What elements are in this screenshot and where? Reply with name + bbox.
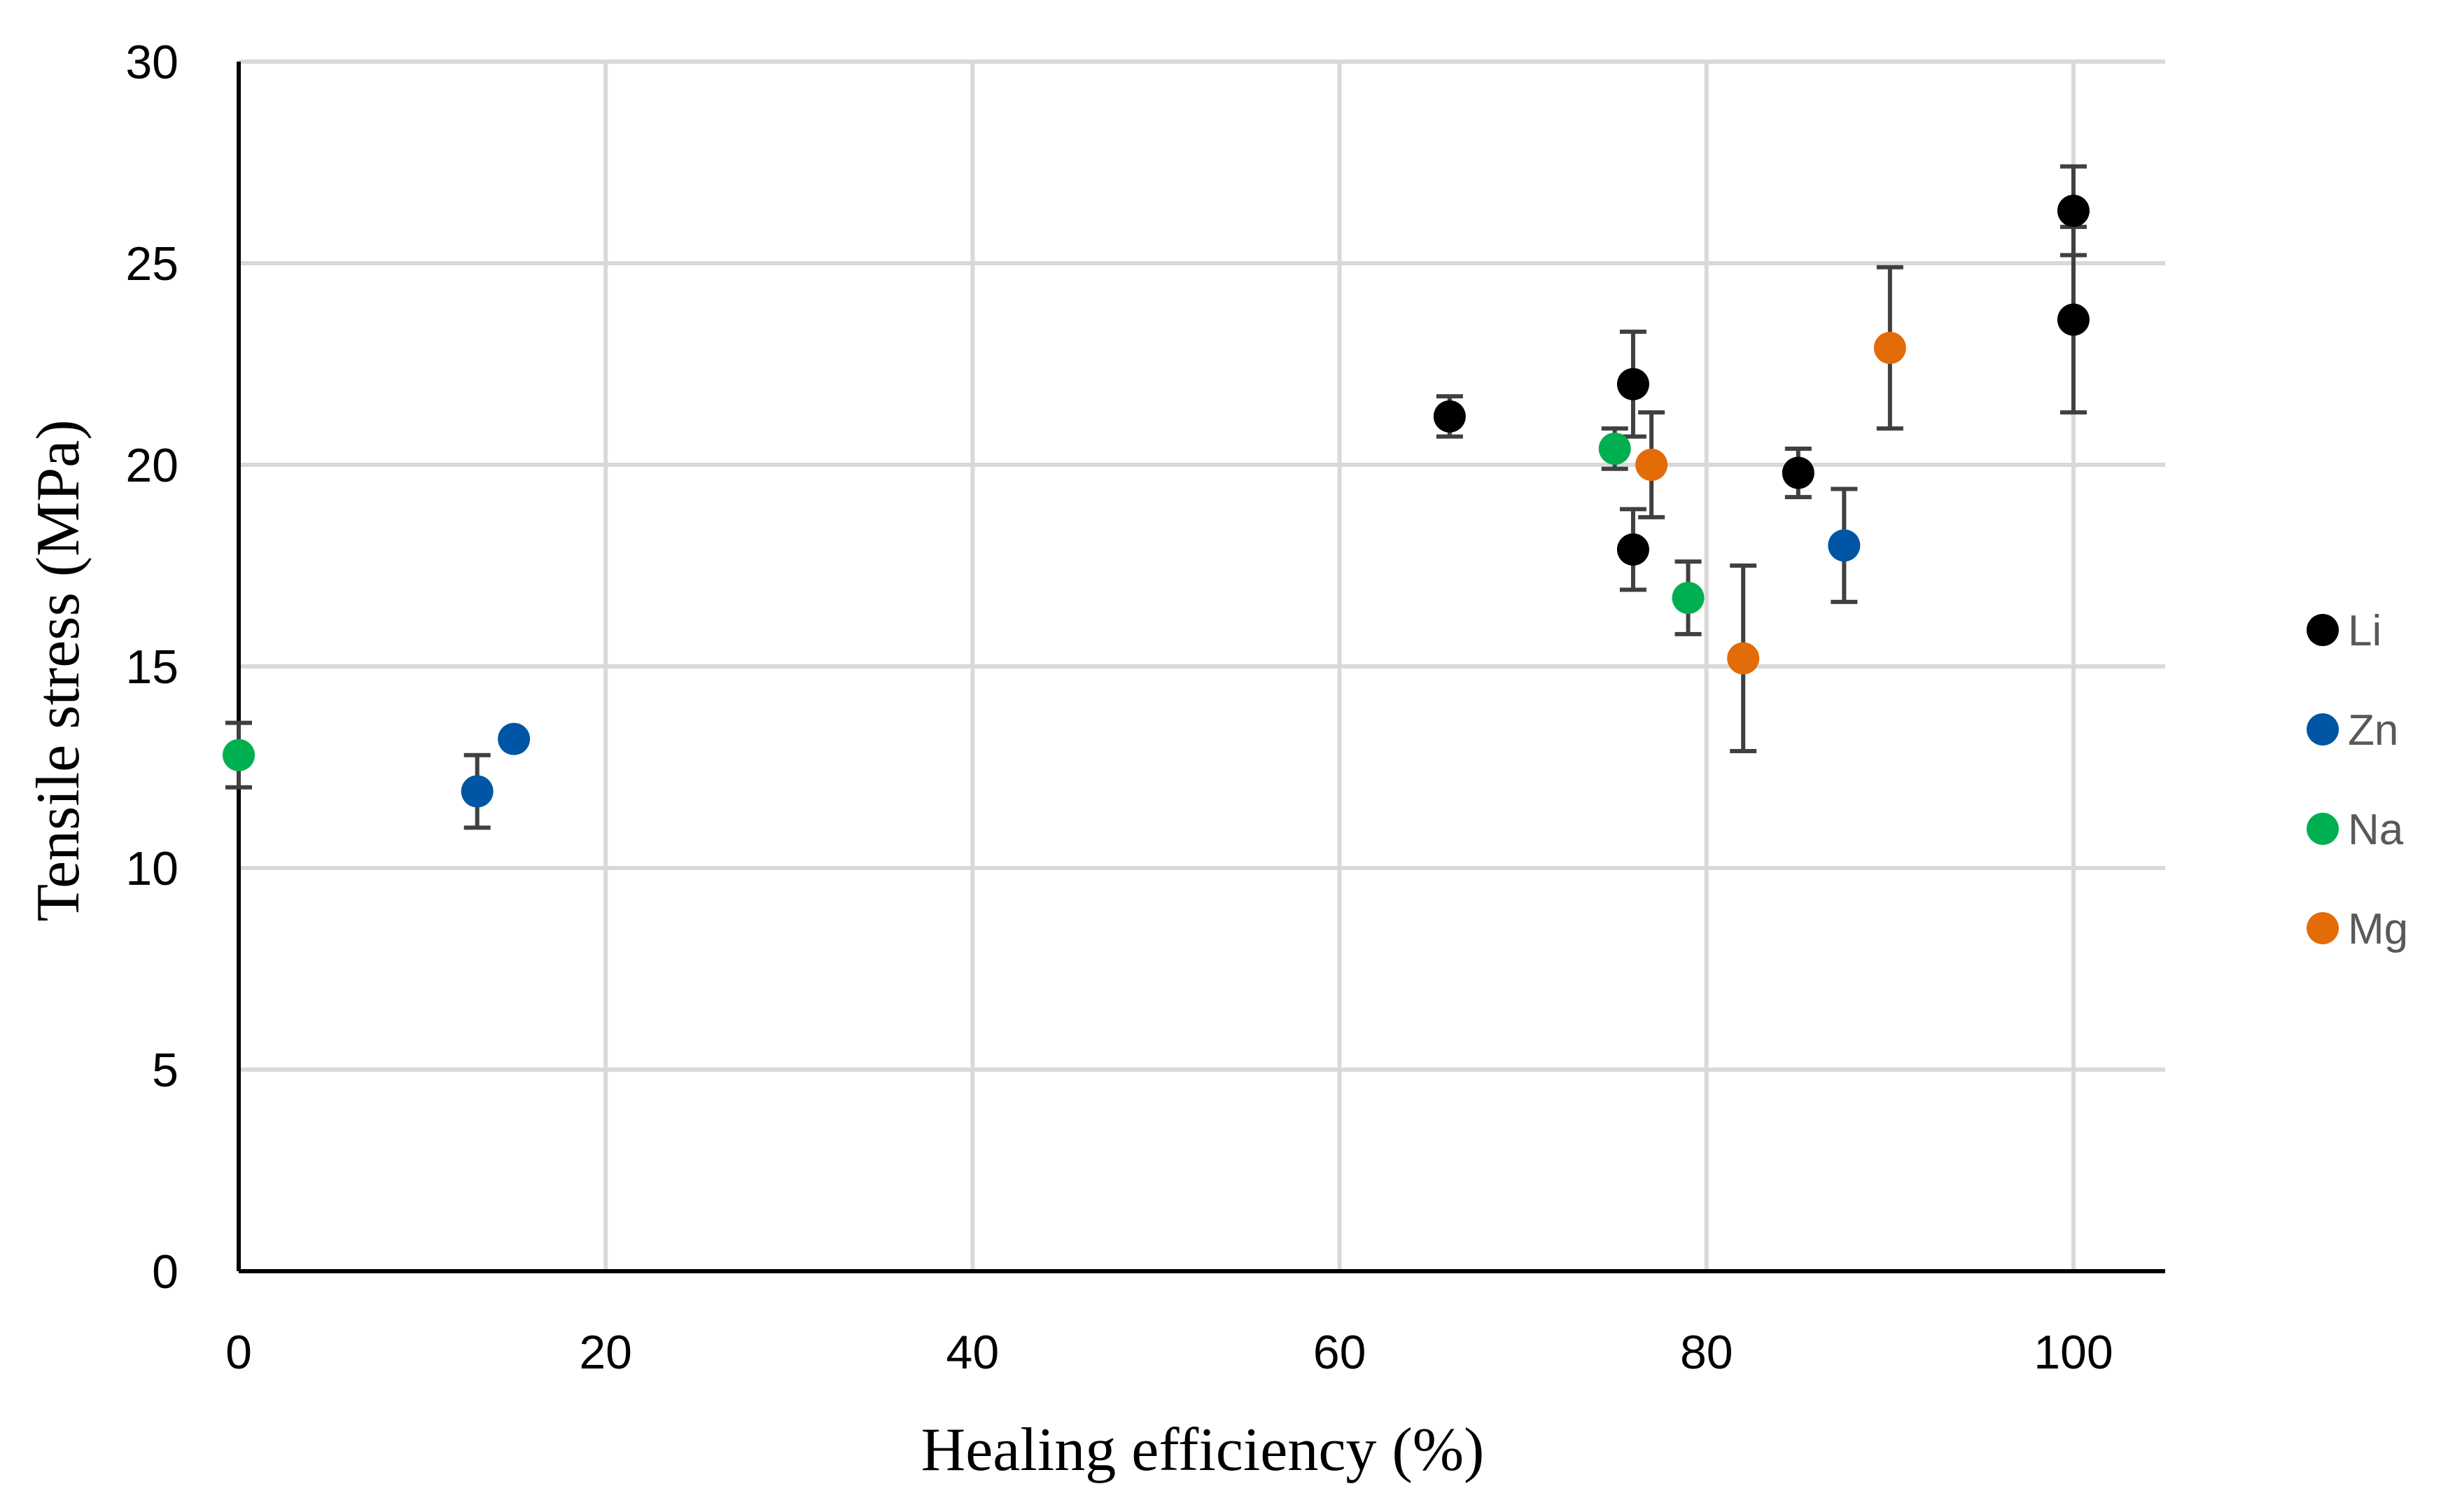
legend-marker-na bbox=[2307, 813, 2339, 845]
gridlines bbox=[239, 59, 2165, 1271]
x-tick-label: 60 bbox=[1313, 1326, 1366, 1379]
data-point-na bbox=[1598, 432, 1631, 465]
data-point-li bbox=[1616, 368, 1649, 400]
data-point-mg bbox=[1727, 642, 1760, 675]
data-point-mg bbox=[1873, 331, 1906, 364]
legend-marker-zn bbox=[2307, 713, 2339, 746]
legend-marker-mg bbox=[2307, 912, 2339, 944]
data-point-li bbox=[1782, 456, 1814, 489]
data-point-na bbox=[1672, 582, 1705, 615]
data-point-zn bbox=[1828, 529, 1861, 562]
legend: Li Zn Na Mg bbox=[2307, 607, 2408, 953]
y-axis-title: Tensile stress (MPa) bbox=[25, 419, 92, 921]
legend-label-mg: Mg bbox=[2348, 905, 2408, 953]
axes bbox=[237, 62, 2165, 1273]
y-tick-label: 20 bbox=[125, 439, 179, 492]
data-point-mg bbox=[1635, 449, 1668, 481]
y-tick-label: 15 bbox=[125, 640, 179, 694]
legend-label-zn: Zn bbox=[2348, 706, 2398, 755]
x-tick-label: 20 bbox=[579, 1326, 632, 1379]
data-point-zn bbox=[461, 775, 494, 808]
y-tick-label: 5 bbox=[152, 1044, 179, 1097]
data-point-na bbox=[223, 738, 255, 771]
data-point-li bbox=[1616, 533, 1649, 566]
x-tick-label: 100 bbox=[2034, 1326, 2113, 1379]
y-tick-label: 10 bbox=[125, 842, 179, 895]
data-point-li bbox=[1433, 400, 1466, 433]
tick-labels: 0 5 10 15 20 25 30 0 20 40 60 80 100 bbox=[125, 36, 2113, 1379]
legend-marker-li bbox=[2307, 614, 2339, 646]
data-point-li bbox=[2057, 195, 2090, 227]
legend-label-na: Na bbox=[2348, 806, 2404, 854]
data-point-zn bbox=[498, 722, 531, 755]
x-tick-label: 80 bbox=[1680, 1326, 1733, 1379]
data-point-li bbox=[2057, 303, 2090, 336]
x-tick-label: 40 bbox=[946, 1326, 1000, 1379]
x-axis-title: Healing efficiency (%) bbox=[921, 1416, 1485, 1484]
y-tick-label: 25 bbox=[125, 237, 179, 290]
data-points bbox=[223, 195, 2090, 808]
x-tick-label: 0 bbox=[225, 1326, 252, 1379]
y-tick-label: 30 bbox=[125, 36, 179, 89]
legend-label-li: Li bbox=[2348, 607, 2381, 655]
y-tick-label: 0 bbox=[152, 1245, 179, 1298]
